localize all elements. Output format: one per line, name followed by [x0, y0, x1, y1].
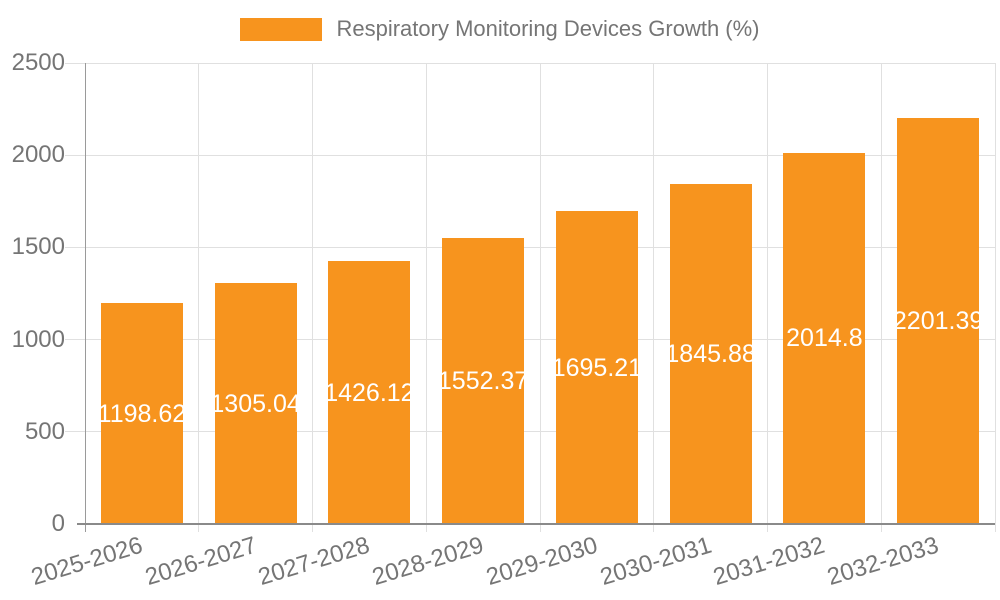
x-gridline — [994, 63, 996, 532]
bar-value-label: 1695.21 — [551, 353, 643, 382]
bar-value-label: 1426.12 — [324, 378, 415, 407]
bar-value-label: 1845.88 — [665, 339, 756, 368]
bar-value-label: 2201.39 — [892, 307, 984, 335]
y-gridline — [65, 339, 995, 341]
x-gridline — [312, 63, 313, 532]
y-axis-tick-label: 500 — [24, 417, 65, 445]
bar — [555, 211, 638, 524]
y-axis-tick-label: 1500 — [11, 233, 65, 261]
x-gridline — [198, 63, 200, 532]
legend-label: Respiratory Monitoring Devices Growth (%… — [336, 16, 760, 41]
y-gridline — [65, 62, 995, 64]
bar-value-label: 1552.37 — [437, 366, 529, 395]
bar-value-label: 1198.62 — [97, 399, 187, 428]
bar — [100, 303, 183, 524]
y-gridline — [65, 431, 995, 433]
legend-swatch-icon — [240, 17, 323, 41]
plot-area: 0 500 1000 1500 2000 2500 1198.62 2025-2026 1305… — [12, 49, 996, 591]
x-axis-line — [77, 523, 995, 525]
bar — [328, 261, 411, 524]
y-axis-tick-label: 1000 — [11, 325, 65, 353]
y-axis-tick-label: 2500 — [11, 49, 65, 76]
x-gridline — [425, 63, 427, 532]
chart-legend: Respiratory Monitoring Devices Growth (%… — [0, 16, 1000, 42]
y-gridline — [65, 246, 995, 248]
y-axis-tick-label: 2000 — [11, 141, 65, 169]
bar — [442, 237, 525, 524]
bar — [214, 283, 297, 524]
x-gridline — [767, 63, 768, 532]
y-axis-line — [85, 63, 86, 532]
bar — [897, 118, 980, 524]
bar-value-label: 2014.8 — [786, 324, 863, 353]
y-gridline — [65, 154, 995, 156]
bar — [783, 152, 866, 524]
x-gridline — [539, 63, 541, 532]
x-gridline — [653, 63, 655, 532]
bar-value-label: 1305.04 — [210, 389, 301, 418]
y-axis-tick-label: 0 — [51, 510, 65, 537]
bar — [669, 183, 752, 524]
x-gridline — [880, 63, 882, 532]
